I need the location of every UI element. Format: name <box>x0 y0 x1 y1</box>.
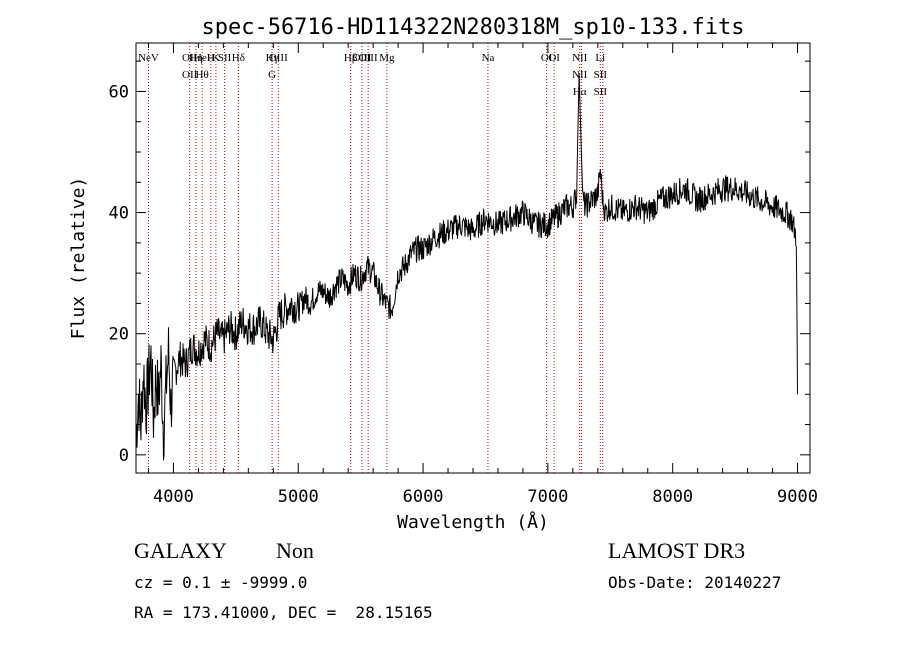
survey-name: LAMOST DR3 <box>608 538 746 563</box>
line-label: HeI <box>194 52 211 64</box>
obs-date: Obs-Date: 20140227 <box>608 573 782 592</box>
line-label: K <box>212 52 220 64</box>
tick-labels: 4000 5000 6000 7000 8000 9000 0 20 40 60 <box>109 82 818 507</box>
line-label: Na <box>482 52 495 64</box>
y-tick-label: 0 <box>119 446 129 466</box>
y-tick-label: 20 <box>109 325 129 345</box>
line-label: NeV <box>138 52 159 64</box>
line-label: Li <box>595 52 605 64</box>
line-label: H <box>207 52 215 64</box>
line-label: SII <box>218 52 232 64</box>
line-label: OIII <box>269 52 288 64</box>
x-axis-label: Wavelength (Å) <box>397 511 549 533</box>
line-label: Hγ <box>266 52 279 64</box>
line-label: OI <box>548 52 560 64</box>
line-label: OII <box>182 69 198 81</box>
line-label: G <box>268 69 276 81</box>
spectrum-line <box>135 73 798 461</box>
line-label: SII <box>594 69 608 81</box>
object-subclass: Non <box>276 538 314 563</box>
axis-ticks <box>136 43 810 473</box>
object-class: GALAXY <box>134 538 227 563</box>
line-label: Hη <box>189 52 203 64</box>
line-label: Hδ <box>232 52 245 64</box>
ra-dec-readout: RA = 173.41000, DEC = 28.15165 <box>134 603 433 622</box>
x-tick-label: 8000 <box>652 487 693 507</box>
x-tick-label: 7000 <box>527 487 568 507</box>
line-label: Mg <box>379 52 395 64</box>
line-label: OI <box>541 52 553 64</box>
chart-title: spec-56716-HD114322N280318M_sp10-133.fit… <box>201 15 744 40</box>
line-label: OIII <box>352 52 371 64</box>
line-label: SII <box>594 86 608 98</box>
plot-frame <box>135 42 811 474</box>
y-axis-label: Flux (relative) <box>68 177 89 340</box>
redshift-readout: cz = 0.1 ± -9999.0 <box>134 573 308 592</box>
x-tick-label: 6000 <box>403 487 444 507</box>
emission-line-markers <box>147 43 604 473</box>
line-label: NII <box>572 69 588 81</box>
x-tick-label: 5000 <box>278 487 319 507</box>
y-tick-label: 40 <box>109 204 129 224</box>
line-label: NII <box>572 52 588 64</box>
line-label: Hβ <box>344 52 358 64</box>
line-label: OIII <box>359 52 378 64</box>
y-tick-label: 60 <box>109 82 129 102</box>
line-label: OII <box>182 52 198 64</box>
x-tick-label: 4000 <box>153 487 194 507</box>
x-tick-label: 9000 <box>777 487 818 507</box>
line-label: Hθ <box>196 69 209 81</box>
